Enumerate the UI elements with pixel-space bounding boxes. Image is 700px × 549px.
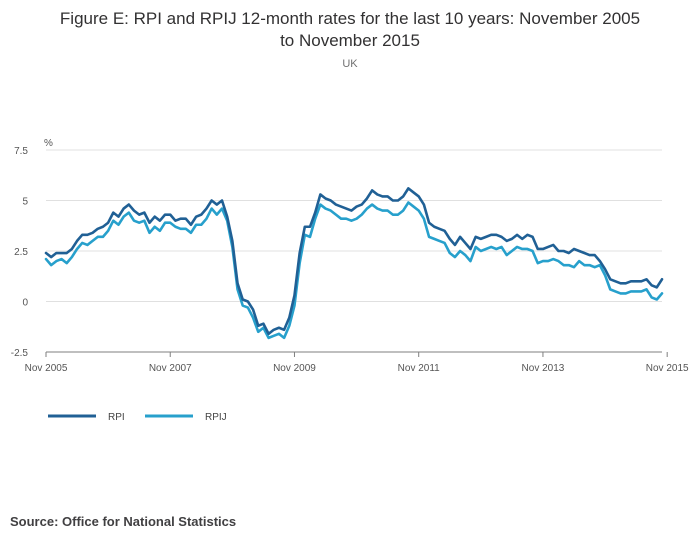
y-axis-label: % — [44, 138, 53, 149]
x-tick-label: Nov 2011 — [398, 363, 441, 374]
x-tick-label: Nov 2015 — [646, 363, 689, 374]
x-tick-label: Nov 2007 — [149, 363, 192, 374]
y-tick-label: -2.5 — [11, 348, 29, 359]
y-tick-label: 0 — [22, 298, 28, 309]
source-note: Source: Office for National Statistics — [10, 514, 237, 529]
series-line-rpi — [44, 187, 664, 336]
legend-label-rpi: RPI — [108, 412, 125, 423]
chart-subtitle: UK — [342, 58, 358, 70]
y-tick-label: 2.5 — [14, 247, 28, 258]
chart-title-line-1: Figure E: RPI and RPIJ 12-month rates fo… — [59, 9, 641, 28]
y-tick-label: 7.5 — [14, 146, 28, 157]
chart-title-line-2: to November 2015 — [280, 31, 420, 50]
x-tick-label: Nov 2009 — [273, 363, 316, 374]
legend-label-rpij: RPIJ — [205, 412, 227, 423]
x-tick-label: Nov 2005 — [25, 363, 68, 374]
y-tick-label: 5 — [22, 197, 28, 208]
series-line-rpij — [44, 201, 664, 340]
x-tick-label: Nov 2013 — [522, 363, 565, 374]
chart-title: Figure E: RPI and RPIJ 12-month rates fo… — [0, 8, 700, 52]
